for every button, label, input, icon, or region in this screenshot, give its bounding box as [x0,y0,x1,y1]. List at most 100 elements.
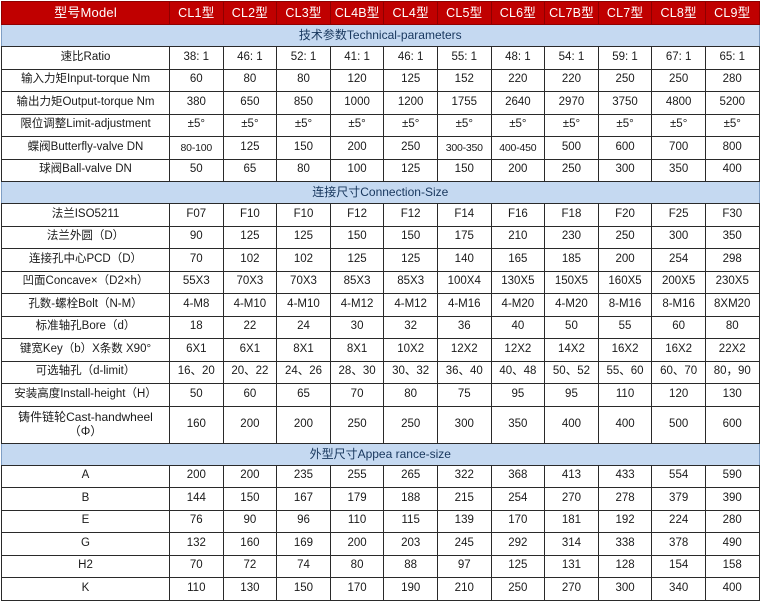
table-row: H2 70 72 74 80 88 97 125 131 128 154 158 [1,554,760,578]
data-cell: 280 [704,68,760,92]
data-cell: 8XM20 [704,293,760,317]
row-label: 蝶阀Butterfly-valve DN [1,136,170,160]
data-cell: 85X3 [383,270,438,294]
header-col-CL6型: CL6型 [490,1,546,25]
data-cell: 60 [222,383,278,407]
data-cell: 400-450 [490,136,546,160]
data-cell: 8-M16 [651,293,706,317]
data-cell: ±5° [222,113,278,137]
data-cell: 24、26 [276,360,331,384]
data-cell: 144 [169,487,224,511]
data-cell: 4-M10 [276,293,331,317]
data-cell: 80 [383,383,438,407]
data-cell: 314 [544,532,599,556]
data-cell: F12 [329,203,385,227]
data-cell: 65 [222,158,278,182]
data-cell: 120 [651,383,706,407]
data-cell: 400 [704,577,760,601]
data-cell: 55 [597,315,653,339]
table-row: 法兰ISO5211 F07 F10 F10 F12 F12 F14 F16 F18 F20 F25 F… [1,203,760,227]
data-cell: 38: 1 [169,46,224,70]
table-row: K 110 130 150 170 190 210 250 270 300 340 400 [1,577,760,601]
section-header-row: 外型尺寸Appea rance-size [1,442,760,466]
data-cell: 70X3 [276,270,331,294]
row-label: 铸件链轮Cast-handwheel （Φ） [1,405,170,444]
data-cell: 80，90 [704,360,760,384]
row-label-line: （Φ） [68,423,103,438]
data-cell: 215 [436,487,492,511]
data-cell: F14 [436,203,492,227]
data-cell: 400 [597,405,653,444]
data-cell: 181 [544,509,599,533]
header-col-CL1型: CL1型 [169,1,224,25]
data-cell: 95 [490,383,546,407]
data-cell: 132 [169,532,224,556]
data-cell: 160X5 [597,270,653,294]
table-row: B 144 150 167 179 188 215 254 270 278 379 390 [1,487,760,511]
data-cell: 70 [329,383,385,407]
data-cell: 203 [383,532,438,556]
data-cell: 16X2 [651,338,706,362]
data-cell: 600 [597,136,653,160]
data-cell: 300 [651,225,706,249]
data-cell: F18 [544,203,599,227]
data-cell: 280 [704,509,760,533]
data-cell: 5200 [704,91,760,115]
data-cell: 40、48 [490,360,546,384]
data-cell: 102 [276,248,331,272]
table-row: A 200 200 235 255 265 322 368 413 433 554 590 [1,464,760,488]
data-cell: 250 [597,68,653,92]
section-title: 连接尺寸Connection-Size [1,181,760,204]
data-cell: 154 [651,554,706,578]
data-cell: 52: 1 [276,46,331,70]
data-cell: 650 [222,91,278,115]
data-cell: ±5° [651,113,706,137]
header-col-CL5型: CL5型 [436,1,492,25]
data-cell: 433 [597,464,653,488]
data-cell: 200 [329,136,385,160]
data-cell: F12 [383,203,438,227]
data-cell: 390 [704,487,760,511]
data-cell: 100 [329,158,385,182]
row-label: 法兰外圆（D） [1,225,170,249]
data-cell: 55: 1 [436,46,492,70]
data-cell: 32 [383,315,438,339]
data-cell: 90 [169,225,224,249]
table-row: 法兰外圆（D） 90 125 125 150 150 175 210 230 250 300 350 [1,225,760,249]
data-cell: 250 [329,405,385,444]
row-label: K [1,577,170,601]
row-label: H2 [1,554,170,578]
data-cell: 48: 1 [490,46,546,70]
row-label: 标准轴孔Bore（d） [1,315,170,339]
data-cell: 350 [704,225,760,249]
data-cell: 65 [276,383,331,407]
header-row: 型号Model CL1型 CL2型 CL3型 CL4B型 CL4型 CL5型 CL6型 CL7B… [1,1,760,25]
data-cell: 80 [276,158,331,182]
data-cell: 413 [544,464,599,488]
data-cell: 554 [651,464,706,488]
data-cell: 55、60 [597,360,653,384]
data-cell: 300 [436,405,492,444]
header-col-CL7型: CL7型 [597,1,653,25]
data-cell: 6X1 [169,338,224,362]
data-cell: 96 [276,509,331,533]
data-cell: 250 [383,136,438,160]
data-cell: 6X1 [222,338,278,362]
data-cell: 400 [544,405,599,444]
data-cell: 20、22 [222,360,278,384]
data-cell: 125 [383,248,438,272]
data-cell: 80 [329,554,385,578]
data-cell: 85X3 [329,270,385,294]
data-cell: 88 [383,554,438,578]
header-col-CL3型: CL3型 [276,1,331,25]
data-cell: 102 [222,248,278,272]
data-cell: 220 [544,68,599,92]
data-cell: 170 [329,577,385,601]
data-cell: 110 [329,509,385,533]
data-cell: 150 [276,577,331,601]
data-cell: 300 [597,158,653,182]
data-cell: 131 [544,554,599,578]
data-cell: 16X2 [597,338,653,362]
data-cell: 74 [276,554,331,578]
